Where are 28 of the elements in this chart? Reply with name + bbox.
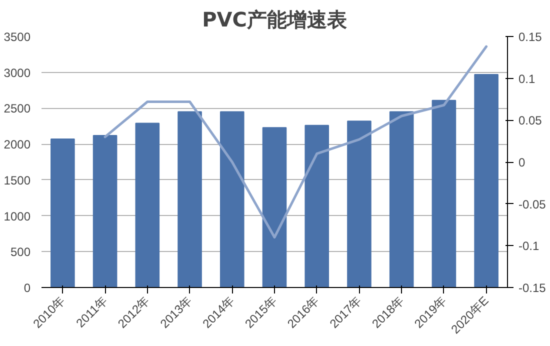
bar (432, 100, 456, 288)
y-tick-label: 2000 (4, 138, 31, 152)
bar (220, 111, 244, 288)
y-tick-label: 1500 (4, 173, 31, 188)
bar (474, 74, 498, 288)
y2-tick-label: 0.1 (518, 72, 536, 86)
bar (304, 124, 330, 288)
chart-title: PVC产能增速表 (202, 8, 347, 32)
bar (389, 111, 414, 288)
bar (92, 134, 118, 288)
bar (50, 138, 75, 288)
y2-tick-label: 0.05 (518, 114, 542, 128)
y2-tick-label: 0 (518, 156, 526, 170)
y2-tick-label: -0.1 (518, 239, 540, 254)
bar (347, 120, 372, 288)
y-tick-label: 3500 (4, 30, 31, 44)
y2-tick-label: -0.05 (518, 197, 546, 212)
bar (262, 127, 287, 288)
y-tick-label: 2500 (4, 102, 31, 116)
y-tick-label: 500 (10, 245, 31, 260)
y2-tick-label: -0.15 (518, 281, 546, 295)
bar (135, 122, 160, 288)
y-tick-label: 0 (24, 281, 31, 295)
y-tick-label: 1000 (4, 209, 31, 224)
y-tick-label: 3000 (4, 66, 31, 80)
bar (178, 111, 202, 288)
y2-tick-label: 0.15 (518, 30, 542, 44)
line-series (104, 45, 488, 239)
